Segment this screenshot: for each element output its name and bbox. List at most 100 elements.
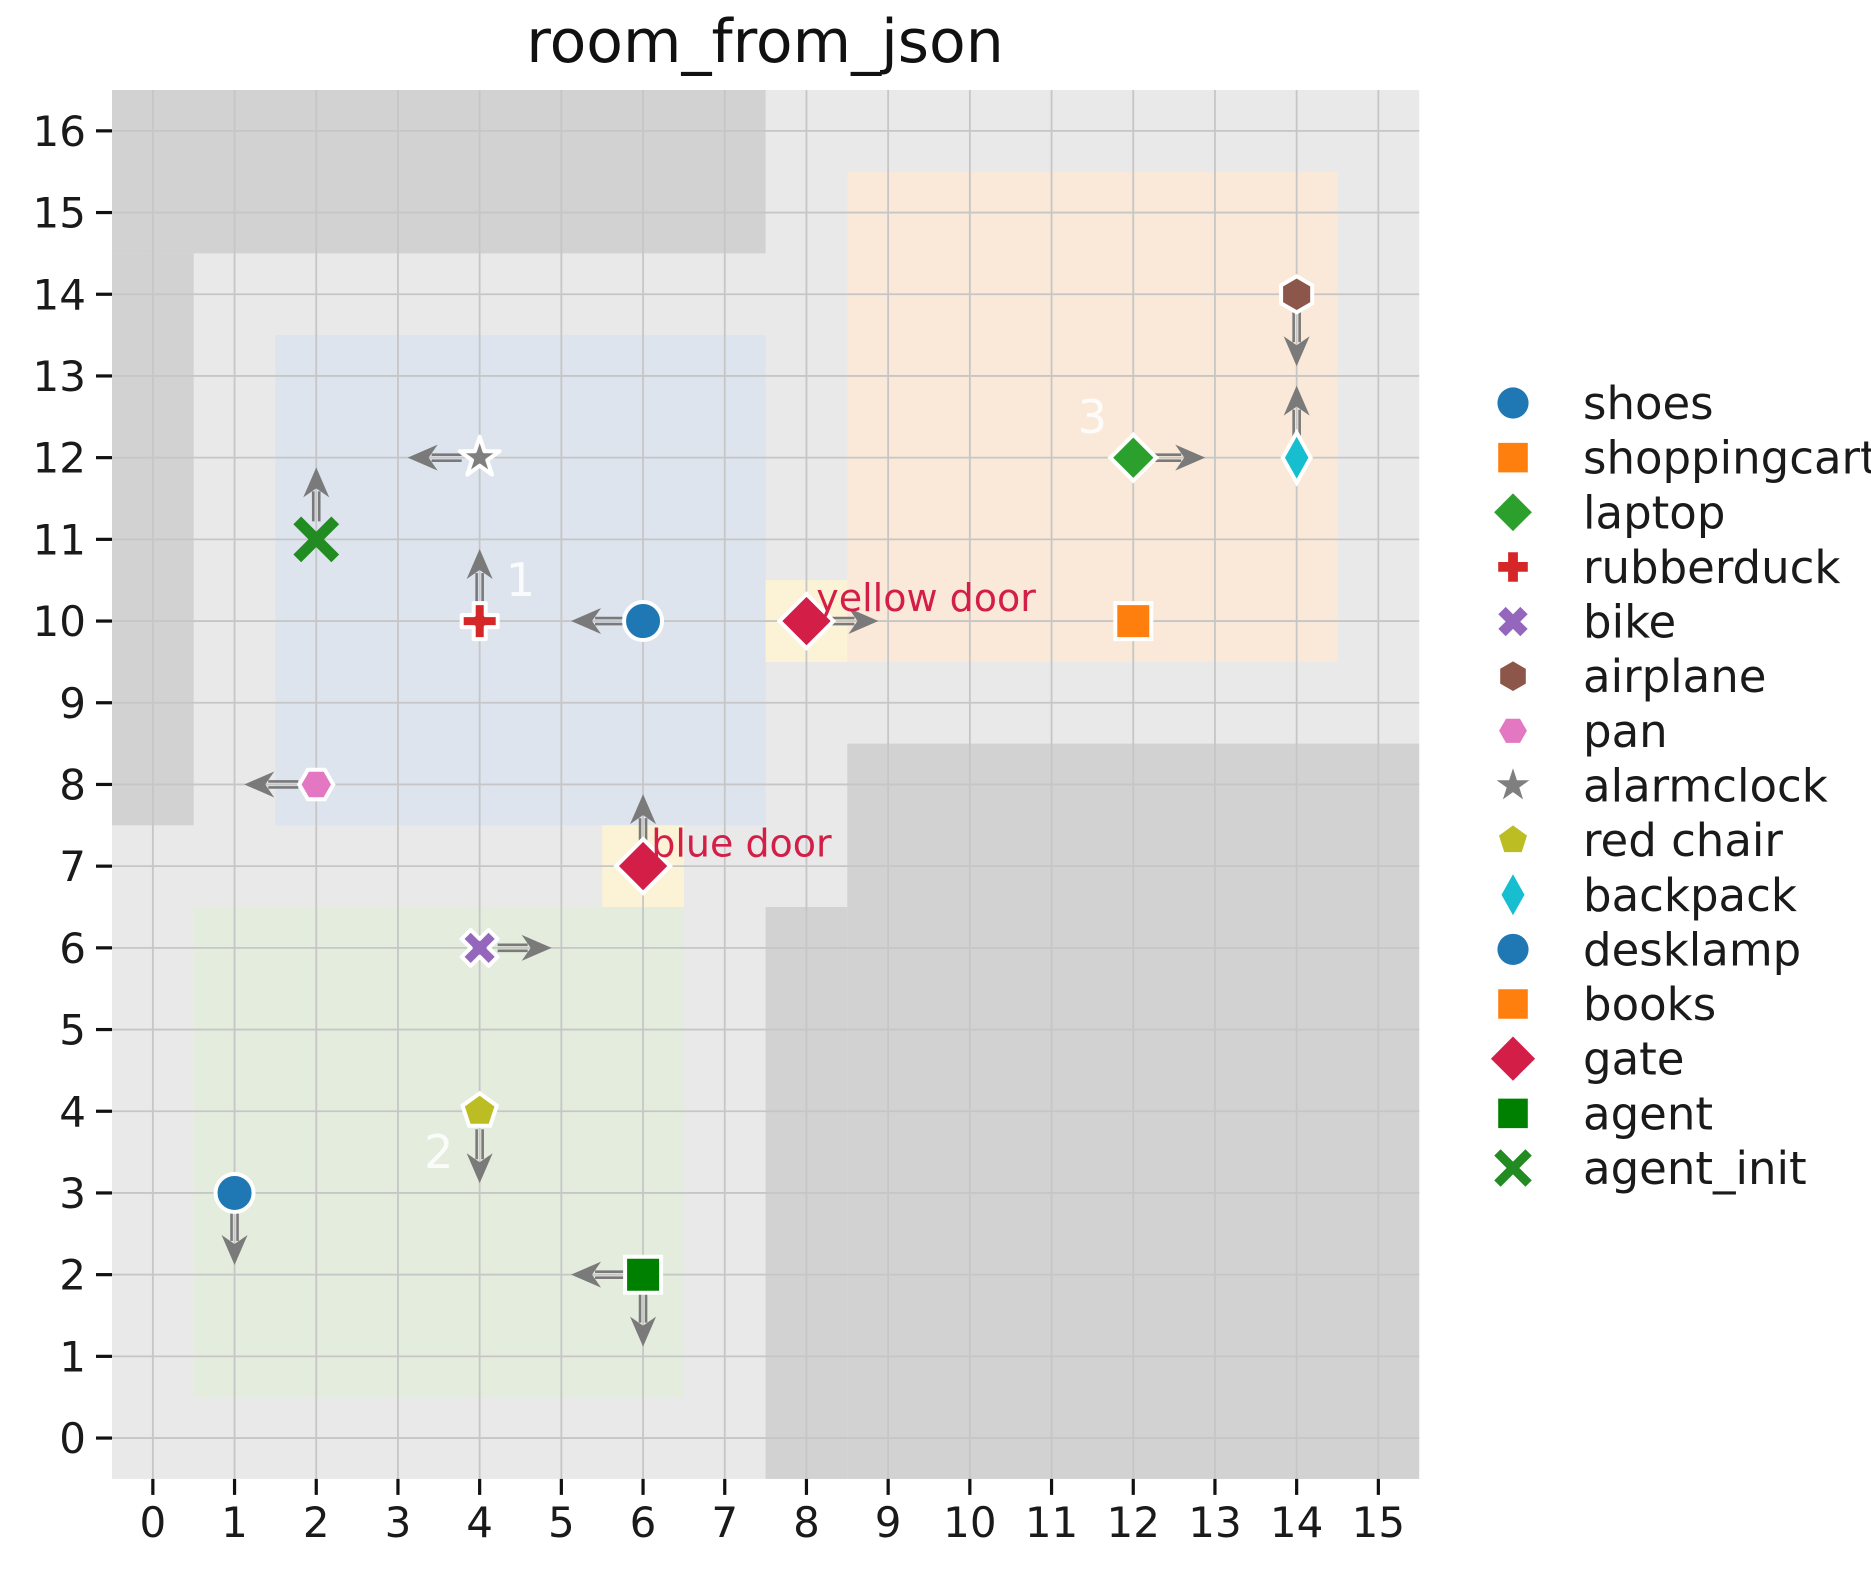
x-tick-label: 13 [1188, 1498, 1241, 1547]
y-tick-label: 6 [59, 924, 86, 973]
arrow-red-chair-down-head [466, 1153, 493, 1184]
marker-gate-yellow-door [776, 591, 837, 651]
arrow-agent-left-head [571, 1261, 602, 1288]
y-tick-label: 1 [59, 1332, 86, 1381]
legend-label-agent: agent [1583, 1087, 1713, 1140]
marker-airplane [1279, 273, 1315, 315]
legend-marker-pan [1499, 718, 1527, 743]
x-tick-label: 4 [466, 1498, 493, 1547]
marker-pan [296, 767, 336, 802]
x-tick-label: 3 [385, 1498, 412, 1547]
arrow-backpack-up-head [1283, 385, 1310, 416]
marker-alarmclock [457, 434, 502, 477]
x-tick-label: 11 [1025, 1498, 1078, 1547]
arrow-bike-right-head [521, 934, 552, 961]
y-tick-label: 2 [59, 1251, 86, 1300]
legend-marker-rubberduck [1498, 552, 1528, 582]
marker-agent_init [293, 516, 340, 563]
room-1-fill [275, 335, 766, 826]
y-tick-label: 14 [33, 270, 86, 319]
marker-gate-blue-door [613, 836, 673, 896]
legend-marker-books [1498, 989, 1528, 1019]
legend-label-laptop: laptop [1583, 486, 1725, 539]
marker-desklamp [213, 1171, 256, 1214]
legend-marker-alarmclock [1496, 768, 1530, 800]
y-tick-label: 3 [59, 1169, 86, 1218]
x-tick-label: 12 [1107, 1498, 1160, 1547]
room-3-fill [847, 171, 1338, 662]
legend-marker-shoes [1497, 387, 1529, 419]
legend-marker-airplane [1500, 661, 1526, 691]
room-3-label: 3 [1078, 390, 1107, 444]
legend-label-desklamp: desklamp [1583, 923, 1801, 976]
door-label-1: blue door [651, 821, 832, 865]
x-tick-label: 10 [943, 1498, 996, 1547]
x-tick-label: 14 [1270, 1498, 1323, 1547]
x-tick-label: 1 [221, 1498, 248, 1547]
legend-label-shoppingcart: shoppingcart [1583, 432, 1871, 485]
x-tick-label: 0 [139, 1498, 166, 1547]
y-tick-label: 8 [59, 760, 86, 809]
marker-shoes [622, 600, 665, 643]
legend-marker-laptop [1494, 493, 1532, 532]
arrow-rubberduck-up-head [466, 549, 493, 580]
x-tick-label: 2 [303, 1498, 330, 1547]
wall-rect-0 [112, 90, 766, 254]
legend-marker-gate [1490, 1036, 1536, 1081]
legend-label-shoes: shoes [1583, 377, 1714, 430]
y-tick-label: 16 [33, 107, 86, 156]
arrow-agent_init-up-head [303, 467, 330, 498]
legend-label-agent_init: agent_init [1583, 1142, 1807, 1195]
marker-agent [623, 1254, 664, 1295]
arrow-pan-left-head [244, 771, 275, 798]
legend-marker-bike [1498, 606, 1528, 637]
legend-label-airplane: airplane [1583, 650, 1766, 703]
legend-marker-desklamp [1497, 933, 1529, 965]
legend-label-gate: gate [1583, 1033, 1684, 1086]
marker-backpack [1280, 428, 1313, 487]
arrow-laptop-right-head [1175, 444, 1206, 471]
x-tick-label: 6 [630, 1498, 657, 1547]
arrow-alarmclock-left-head [407, 444, 438, 471]
legend-label-rubberduck: rubberduck [1583, 541, 1840, 594]
room-1-label: 1 [506, 553, 535, 607]
legend-label-alarmclock: alarmclock [1583, 759, 1828, 812]
y-tick-label: 5 [59, 1006, 86, 1055]
marker-laptop [1107, 431, 1160, 484]
y-tick-label: 4 [59, 1087, 86, 1136]
y-tick-label: 9 [59, 679, 86, 728]
y-tick-label: 0 [59, 1414, 86, 1463]
x-tick-label: 5 [548, 1498, 575, 1547]
room-2-fill [193, 907, 684, 1398]
arrow-shoes-left-head [571, 608, 602, 635]
chart-title: room_from_json [526, 7, 1004, 77]
legend-marker-agent [1498, 1098, 1528, 1129]
x-tick-label: 15 [1352, 1498, 1405, 1547]
x-tick-label: 8 [793, 1498, 820, 1547]
arrow-gate-yellow-door-right-head [848, 608, 879, 635]
y-tick-label: 10 [33, 597, 86, 646]
arrow-desklamp-down-head [221, 1234, 248, 1265]
y-tick-label: 13 [33, 352, 86, 401]
legend-marker-shoppingcart [1498, 442, 1528, 473]
legend-marker-agent_init [1494, 1149, 1532, 1187]
legend-label-red-chair: red chair [1583, 814, 1783, 867]
marker-books [1113, 601, 1154, 642]
legend-marker-red-chair [1499, 825, 1527, 853]
legend-label-bike: bike [1583, 596, 1676, 649]
marker-rubberduck [459, 601, 500, 642]
marker-red-chair [460, 1090, 500, 1128]
legend-label-books: books [1583, 978, 1716, 1031]
room-2-label: 2 [424, 1125, 453, 1179]
marker-bike [459, 927, 500, 968]
x-tick-label: 9 [875, 1498, 902, 1547]
legend-label-pan: pan [1583, 705, 1668, 758]
x-tick-label: 7 [711, 1498, 738, 1547]
y-tick-label: 12 [33, 434, 86, 483]
y-tick-label: 11 [33, 515, 86, 564]
arrow-agent-down-head [630, 1316, 657, 1347]
y-tick-label: 15 [33, 189, 86, 238]
legend-marker-backpack [1501, 874, 1525, 916]
